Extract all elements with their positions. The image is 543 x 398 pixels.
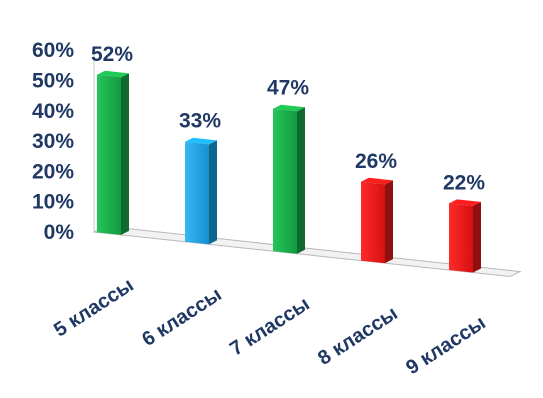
bar <box>185 137 217 245</box>
bars-group <box>97 70 481 273</box>
data-label: 33% <box>179 110 221 133</box>
bar-front <box>185 141 209 245</box>
bar-front <box>273 108 297 254</box>
bar-front <box>449 203 473 273</box>
bar-front <box>361 181 385 264</box>
bar <box>449 199 481 273</box>
bar-top <box>97 70 129 78</box>
bar-top <box>185 137 217 145</box>
y-tick-label: 10% <box>32 191 74 214</box>
x-tick-label: 8 классы <box>314 302 402 370</box>
x-axis-labels-group: 5 классы 6 классы 7 классы 8 классы 9 классы <box>50 274 490 379</box>
bar-front <box>97 74 121 235</box>
y-axis: 0% 10% 20% 30% 40% 50% 60% <box>32 39 95 244</box>
y-tick-label: 0% <box>44 221 75 244</box>
data-label: 22% <box>443 171 485 194</box>
bar-side <box>209 140 217 245</box>
x-tick-label: 7 классы <box>226 293 314 361</box>
y-tick-label: 20% <box>32 160 74 183</box>
data-labels-group: 52% 33% 47% 26% 22% <box>91 43 485 195</box>
bar <box>97 70 129 235</box>
bar <box>361 177 393 264</box>
bar-side <box>297 107 305 254</box>
bar-side <box>385 180 393 264</box>
x-tick-label: 9 классы <box>402 312 490 380</box>
data-label: 47% <box>267 77 309 100</box>
y-tick-label: 30% <box>32 130 74 153</box>
bar-top <box>361 177 393 185</box>
data-label: 52% <box>91 43 133 66</box>
bar-top <box>273 104 305 112</box>
y-tick-label: 40% <box>32 100 74 123</box>
bar <box>273 104 305 254</box>
y-tick-label: 50% <box>32 70 74 93</box>
bar-side <box>473 201 481 273</box>
bar-top <box>449 199 481 206</box>
bar-side <box>121 73 129 235</box>
data-label: 26% <box>355 150 397 173</box>
x-tick-label: 5 классы <box>50 274 138 342</box>
x-tick-label: 6 классы <box>138 283 226 351</box>
y-tick-label: 60% <box>32 39 74 62</box>
